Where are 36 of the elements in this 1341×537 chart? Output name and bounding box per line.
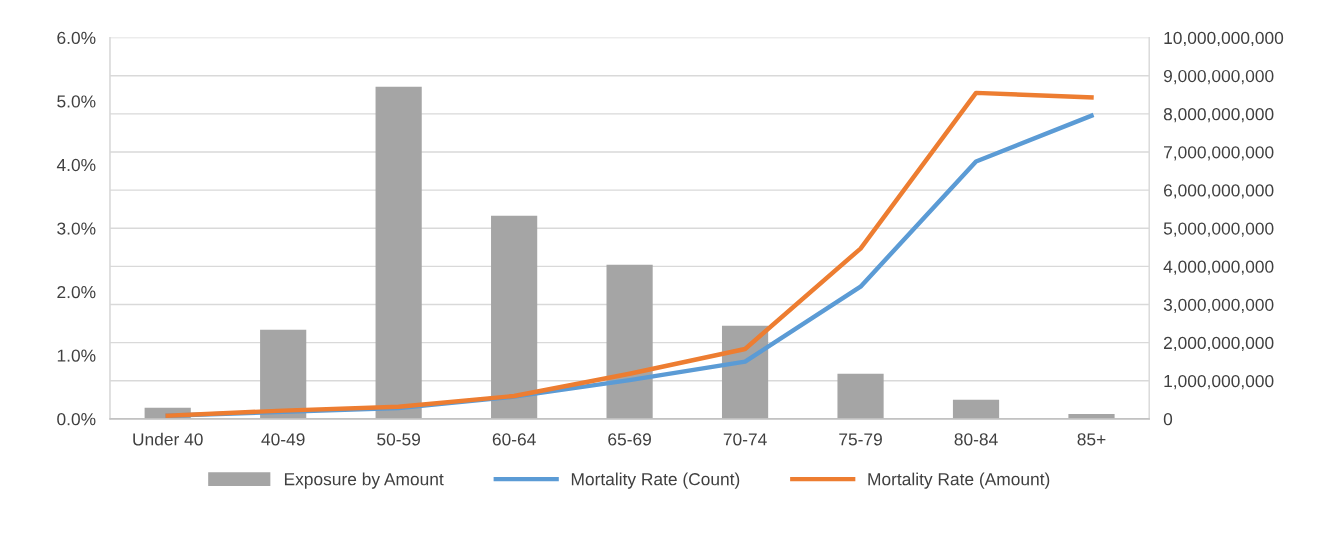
y2-tick-label: 10,000,000,000: [1164, 31, 1284, 47]
legend-label: Mortality Rate (Amount): [868, 472, 1050, 489]
y2-tick-label: 8,000,000,000: [1163, 108, 1274, 123]
y2-tick-label: 6,000,000,000: [1164, 184, 1274, 199]
y2-tick-label: 9,000,000,000: [1163, 69, 1274, 85]
y2-tick-label: 7,000,000,000: [1164, 146, 1274, 161]
y2-tick-label: 3,000,000,000: [1163, 298, 1274, 313]
x-tick-label: 80-84: [954, 433, 998, 446]
bar: [952, 399, 1000, 419]
x-tick-label: 60-64: [492, 433, 536, 446]
bar: [606, 264, 653, 419]
y2-tick-label: 2,000,000,000: [1164, 336, 1274, 352]
x-tick-label: 85+: [1077, 433, 1106, 446]
y-tick-label: 2.0%: [57, 285, 96, 299]
y-tick-label: 5.0%: [57, 95, 96, 108]
x-tick-label: 40-49: [261, 433, 305, 446]
y2-tick-label: 1,000,000,000: [1164, 374, 1274, 390]
bar: [375, 86, 422, 419]
x-tick-label: 75-79: [839, 433, 882, 446]
bar: [837, 373, 884, 419]
legend-label: Mortality Rate (Count): [571, 472, 740, 489]
x-tick-label: 50-59: [377, 433, 421, 446]
y2-tick-label: 4,000,000,000: [1163, 260, 1274, 275]
y-tick-label: 4.0%: [56, 158, 96, 172]
x-tick-label: 65-69: [608, 433, 651, 446]
legend-label: Exposure by Amount: [284, 472, 444, 489]
y2-tick-label: 0: [1163, 413, 1173, 426]
y-tick-label: 1.0%: [57, 349, 96, 362]
x-tick-label: Under 40: [133, 432, 203, 446]
x-tick-label: 70-74: [723, 433, 767, 446]
y-tick-label: 0.0%: [57, 413, 96, 426]
y2-tick-label: 5,000,000,000: [1163, 222, 1274, 237]
y-tick-label: 6.0%: [57, 31, 96, 45]
bar: [260, 329, 307, 419]
y-tick-label: 3.0%: [57, 222, 96, 235]
bar: [491, 215, 538, 419]
